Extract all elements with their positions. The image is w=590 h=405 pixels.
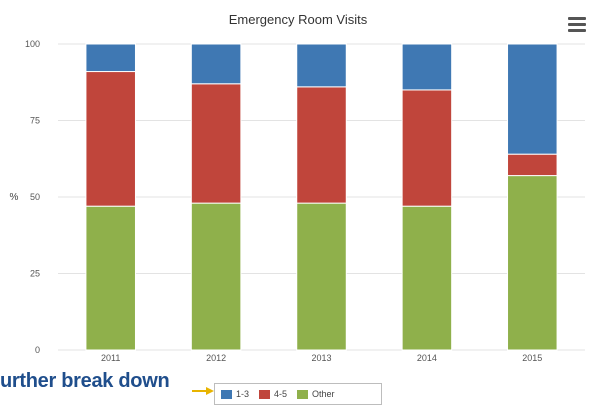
bar-segment: [507, 43, 558, 155]
bar-segment: [296, 86, 347, 204]
bar-segment: [401, 89, 453, 207]
x-tick-labels: 2011 2012 2013 2014 2015: [101, 353, 542, 363]
y-tick-label: 25: [30, 269, 40, 279]
y-tick-label: 0: [35, 345, 40, 355]
legend-label: Other: [312, 389, 335, 399]
legend-label: 1-3: [236, 389, 250, 399]
bar-segment: [296, 43, 347, 88]
y-tick-label: 75: [30, 116, 40, 126]
bar-segment: [190, 43, 242, 85]
legend-swatch: [221, 389, 232, 399]
legend-label: 4-5: [274, 389, 288, 399]
bar-segment: [507, 175, 558, 351]
legend-item-4-5[interactable]: 4-5: [259, 389, 287, 399]
bar-segment: [507, 153, 558, 177]
x-tick-label: 2013: [311, 353, 331, 363]
y-tick-label: 50: [30, 192, 40, 202]
x-tick-label: 2012: [206, 353, 226, 363]
legend-swatch: [259, 389, 271, 399]
bar-segment: [85, 43, 136, 73]
bar-segment: [85, 71, 136, 207]
y-tick-labels: 0 25 50 75 100: [25, 39, 40, 355]
bar-segment: [401, 43, 453, 91]
bar-segment: [85, 205, 136, 351]
x-tick-label: 2011: [101, 353, 120, 363]
bar-segment: [296, 202, 347, 351]
bar-segment: [190, 83, 242, 204]
chart-title: Emergency Room Visits: [229, 12, 368, 27]
bars: [85, 43, 558, 351]
legend-swatch: [297, 389, 309, 399]
legend: 1-3 4-5 Other: [214, 383, 382, 405]
x-tick-label: 2014: [417, 353, 437, 363]
bar-segment: [190, 202, 242, 351]
bar-segment: [401, 205, 453, 351]
y-tick-label: 100: [25, 39, 40, 49]
legend-item-other[interactable]: Other: [297, 389, 335, 399]
y-axis-label: %: [10, 192, 19, 203]
arrow-icon: [192, 387, 214, 395]
annotation-text: urther break down: [0, 370, 170, 392]
x-tick-label: 2015: [522, 353, 542, 363]
legend-item-1-3[interactable]: 1-3: [221, 389, 249, 399]
chart-menu-icon[interactable]: [568, 17, 586, 33]
